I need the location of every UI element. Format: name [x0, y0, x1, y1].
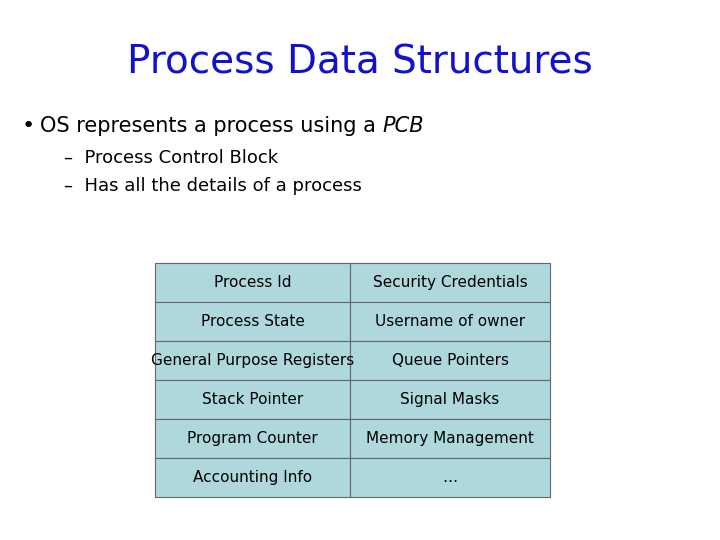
Text: Process Data Structures: Process Data Structures: [127, 43, 593, 81]
Text: –  Has all the details of a process: – Has all the details of a process: [64, 177, 362, 195]
Text: Process State: Process State: [201, 314, 305, 329]
Bar: [155, 419, 350, 458]
Bar: [155, 302, 350, 341]
Bar: [350, 302, 550, 341]
Bar: [155, 380, 350, 419]
Text: Queue Pointers: Queue Pointers: [392, 353, 508, 368]
Text: •: •: [22, 116, 35, 136]
Text: Username of owner: Username of owner: [375, 314, 525, 329]
Bar: [350, 419, 550, 458]
Text: Accounting Info: Accounting Info: [193, 470, 312, 485]
Text: OS represents a process using a: OS represents a process using a: [40, 116, 382, 136]
Text: Signal Masks: Signal Masks: [400, 392, 500, 407]
Text: Process Id: Process Id: [214, 275, 292, 290]
Text: PCB: PCB: [382, 116, 424, 136]
Text: Stack Pointer: Stack Pointer: [202, 392, 303, 407]
Bar: [155, 341, 350, 380]
Bar: [350, 341, 550, 380]
Bar: [155, 263, 350, 302]
Text: …: …: [442, 470, 458, 485]
Bar: [350, 458, 550, 497]
Text: General Purpose Registers: General Purpose Registers: [151, 353, 354, 368]
Text: Memory Management: Memory Management: [366, 431, 534, 446]
Bar: [350, 380, 550, 419]
Text: Security Credentials: Security Credentials: [373, 275, 527, 290]
Text: –  Process Control Block: – Process Control Block: [64, 149, 278, 167]
Text: Program Counter: Program Counter: [187, 431, 318, 446]
Bar: [155, 458, 350, 497]
Bar: [350, 263, 550, 302]
